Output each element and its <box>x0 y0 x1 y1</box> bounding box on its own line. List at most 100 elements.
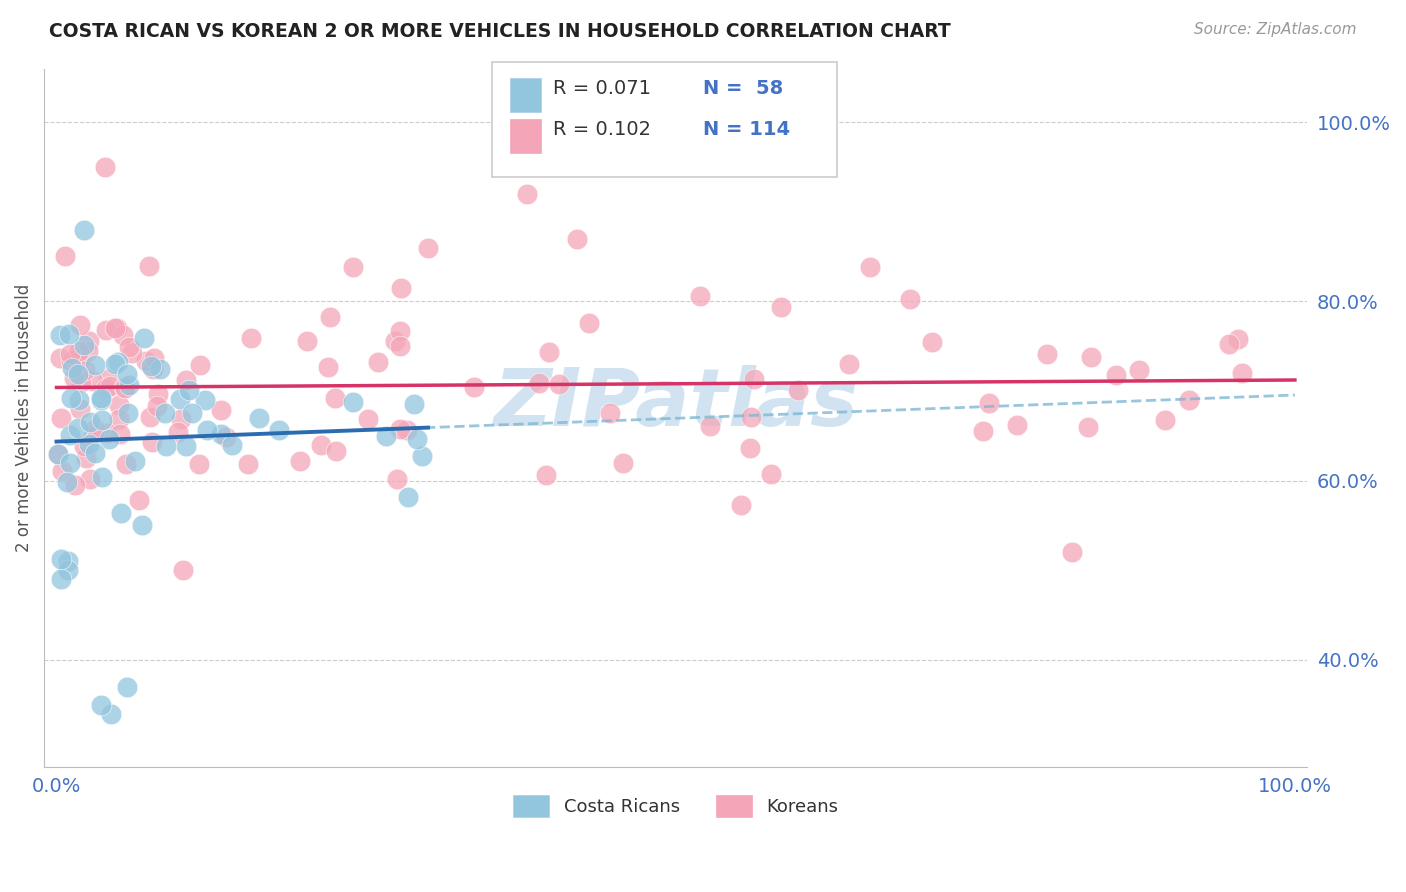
Point <box>60 392 83 406</box>
Point <box>388 324 411 338</box>
Point <box>110 426 132 441</box>
Point <box>67 393 90 408</box>
Point <box>110 506 132 520</box>
Point <box>94 381 117 395</box>
Point <box>97 371 120 385</box>
Point <box>112 328 135 343</box>
Point <box>534 467 557 482</box>
Point <box>117 406 139 420</box>
Point <box>236 458 259 472</box>
Point <box>188 457 211 471</box>
Point <box>108 412 131 426</box>
Point <box>612 456 634 470</box>
Point <box>1060 545 1083 559</box>
Point <box>67 344 90 359</box>
Point <box>180 406 202 420</box>
Point <box>1080 350 1102 364</box>
Point <box>79 415 101 429</box>
Point <box>177 384 200 398</box>
Point <box>194 393 217 408</box>
Point <box>1036 347 1059 361</box>
Point <box>73 338 96 352</box>
Point <box>56 475 79 490</box>
Point <box>221 438 243 452</box>
Point <box>463 380 485 394</box>
Point <box>565 232 588 246</box>
Point <box>267 424 290 438</box>
Point <box>141 435 163 450</box>
Point <box>49 351 72 366</box>
Point <box>759 467 782 482</box>
Point <box>239 330 262 344</box>
Point <box>527 376 550 391</box>
Point <box>104 357 127 371</box>
Point <box>1232 366 1254 380</box>
Point <box>786 384 808 398</box>
Point <box>740 409 762 424</box>
Point <box>146 387 169 401</box>
Point <box>49 411 72 425</box>
Point <box>396 423 419 437</box>
Point <box>149 361 172 376</box>
Point <box>215 430 238 444</box>
Point <box>316 360 339 375</box>
Point <box>537 345 560 359</box>
Point <box>578 316 600 330</box>
Point <box>342 395 364 409</box>
Point <box>155 439 177 453</box>
Point <box>416 241 439 255</box>
Point <box>77 344 100 359</box>
Point <box>859 260 882 274</box>
Point <box>977 396 1000 410</box>
Point <box>1105 368 1128 382</box>
Point <box>838 357 860 371</box>
Point <box>67 421 90 435</box>
Point <box>96 323 118 337</box>
Y-axis label: 2 or more Vehicles in Household: 2 or more Vehicles in Household <box>15 284 32 552</box>
Point <box>51 551 73 566</box>
Point <box>898 292 921 306</box>
Point <box>104 320 127 334</box>
Point <box>89 392 111 406</box>
Point <box>389 281 412 295</box>
Point <box>90 698 112 712</box>
Point <box>79 472 101 486</box>
Point <box>56 563 79 577</box>
Point <box>98 432 121 446</box>
Point <box>124 454 146 468</box>
Point <box>49 572 72 586</box>
Point <box>548 377 571 392</box>
Point <box>115 367 138 381</box>
Point <box>98 379 121 393</box>
Point <box>325 391 347 405</box>
Point <box>972 425 994 439</box>
Point <box>100 706 122 721</box>
Point <box>405 432 427 446</box>
Point <box>367 354 389 368</box>
Point <box>195 423 218 437</box>
Point <box>1154 413 1177 427</box>
Point <box>398 490 420 504</box>
Point <box>139 410 162 425</box>
Point <box>143 351 166 365</box>
Point <box>1178 392 1201 407</box>
Point <box>73 363 96 377</box>
Point <box>599 407 621 421</box>
Point <box>689 289 711 303</box>
Point <box>141 359 163 373</box>
Point <box>82 429 104 443</box>
Point <box>188 358 211 372</box>
Point <box>82 374 104 388</box>
Point <box>107 355 129 369</box>
Point <box>319 310 342 325</box>
Point <box>1077 420 1099 434</box>
Point <box>138 259 160 273</box>
Point <box>115 680 138 694</box>
Point <box>121 346 143 360</box>
Point <box>59 456 82 470</box>
Point <box>295 334 318 348</box>
Point <box>69 402 91 417</box>
Point <box>96 425 118 440</box>
Point <box>114 381 136 395</box>
Point <box>117 340 139 354</box>
